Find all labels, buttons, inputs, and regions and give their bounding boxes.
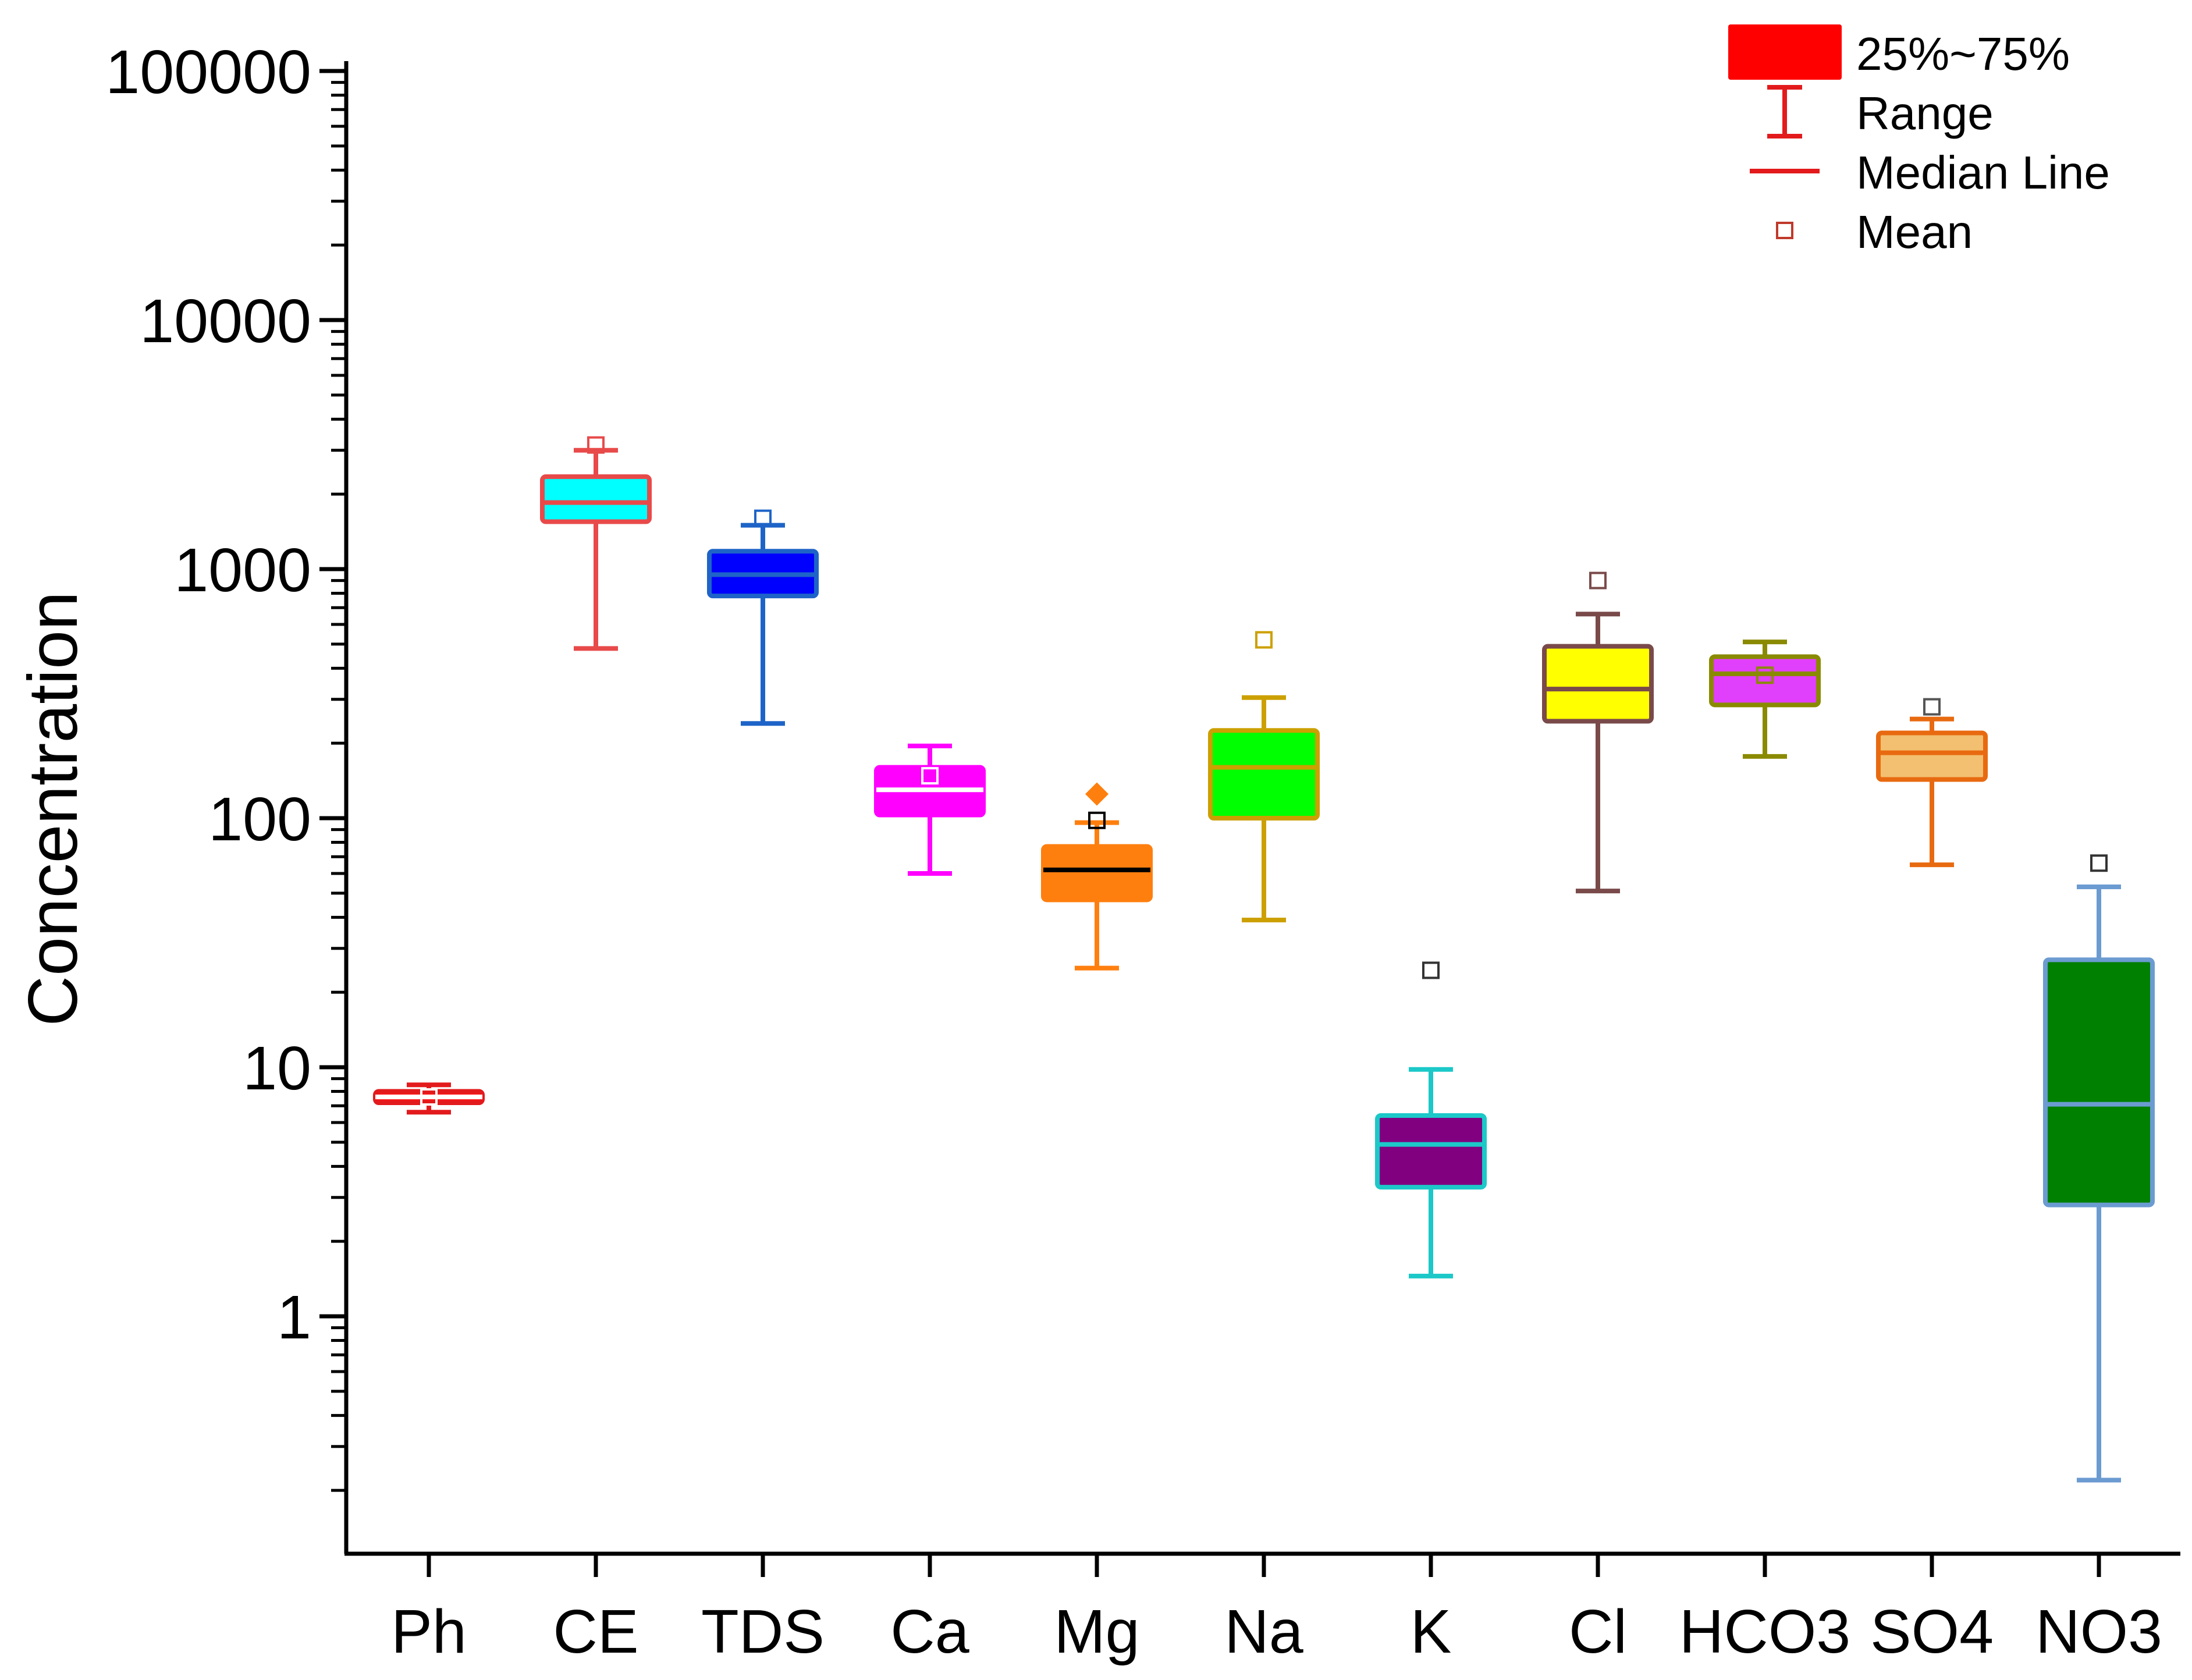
y-axis-label: Concentration [14,591,92,1026]
iqr-box [1208,728,1320,821]
y-axis-ticks: 1 10 100 1000 10000 100000 [105,38,346,1492]
x-tick-label: Na [1224,1597,1303,1666]
y-tick-label: 10 [243,1034,311,1103]
mean-marker [1255,631,1273,649]
x-tick-label: TDS [701,1597,825,1666]
x-tick-label: CE [553,1597,638,1666]
box-ca [874,743,986,876]
y-tick-label: 1 [277,1283,311,1352]
box-so4 [1876,698,1988,868]
x-tick-label: HCO3 [1679,1597,1851,1666]
box-hco3 [1709,640,1821,759]
x-tick-label: Mg [1054,1597,1139,1666]
box-ce [540,436,652,651]
y-tick-label: 100000 [105,38,311,106]
x-tick-label: K [1411,1597,1452,1666]
box-no3 [2043,854,2155,1483]
box-k [1375,961,1487,1278]
mean-marker [1088,811,1106,829]
y-tick-label: 100 [208,785,311,854]
legend-box-swatch [1728,24,1842,80]
legend-item-square: Mean [1776,206,1973,258]
iqr-box [1542,644,1654,724]
legend-label: Range [1856,87,1994,139]
x-axis-tick-labels: Ph CE TDS Ca Mg Na K Cl HCO3 SO4 NO3 [391,1554,2162,1666]
x-tick-label: Cl [1569,1597,1627,1666]
mean-marker [1756,666,1774,684]
box-mg [1041,782,1153,971]
box-tds [707,509,819,726]
boxes [373,436,2155,1483]
mean-marker [420,1088,438,1106]
iqr-box [1876,730,1988,782]
mean-marker [754,509,772,527]
iqr-box [1375,1113,1487,1190]
iqr-box [2043,957,2155,1207]
iqr-box [1041,844,1153,903]
legend-label: Mean [1856,206,1973,258]
mean-marker [1923,698,1941,716]
mean-marker [921,767,939,785]
legend: 25%~75% Range Median Line Mean [1728,24,2110,258]
legend-label: Median Line [1856,147,2110,198]
legend-item-line: Median Line [1750,147,2110,198]
mean-marker [1422,961,1440,979]
y-tick-label: 10000 [140,287,311,356]
iqr-box [540,474,652,524]
x-tick-label: SO4 [1870,1597,1994,1666]
iqr-box [1709,654,1821,708]
x-tick-label: Ca [890,1597,969,1666]
mean-marker [2090,854,2108,872]
legend-item-whisker: Range [1767,85,1994,139]
outlier-marker [1085,782,1109,806]
legend-label: 25%~75% [1856,28,2070,80]
mean-marker [587,436,605,454]
mean-marker [1589,571,1607,589]
box-ph [373,1082,485,1115]
legend-item-box: 25%~75% [1728,24,2070,80]
x-tick-label: Ph [391,1597,467,1666]
legend-mean-swatch [1776,222,1793,239]
x-tick-label: NO3 [2035,1597,2162,1666]
box-na [1208,631,1320,923]
box-cl [1542,571,1654,894]
y-tick-label: 1000 [174,536,311,605]
